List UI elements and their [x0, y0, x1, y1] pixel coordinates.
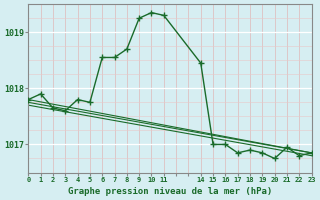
X-axis label: Graphe pression niveau de la mer (hPa): Graphe pression niveau de la mer (hPa) [68, 187, 272, 196]
